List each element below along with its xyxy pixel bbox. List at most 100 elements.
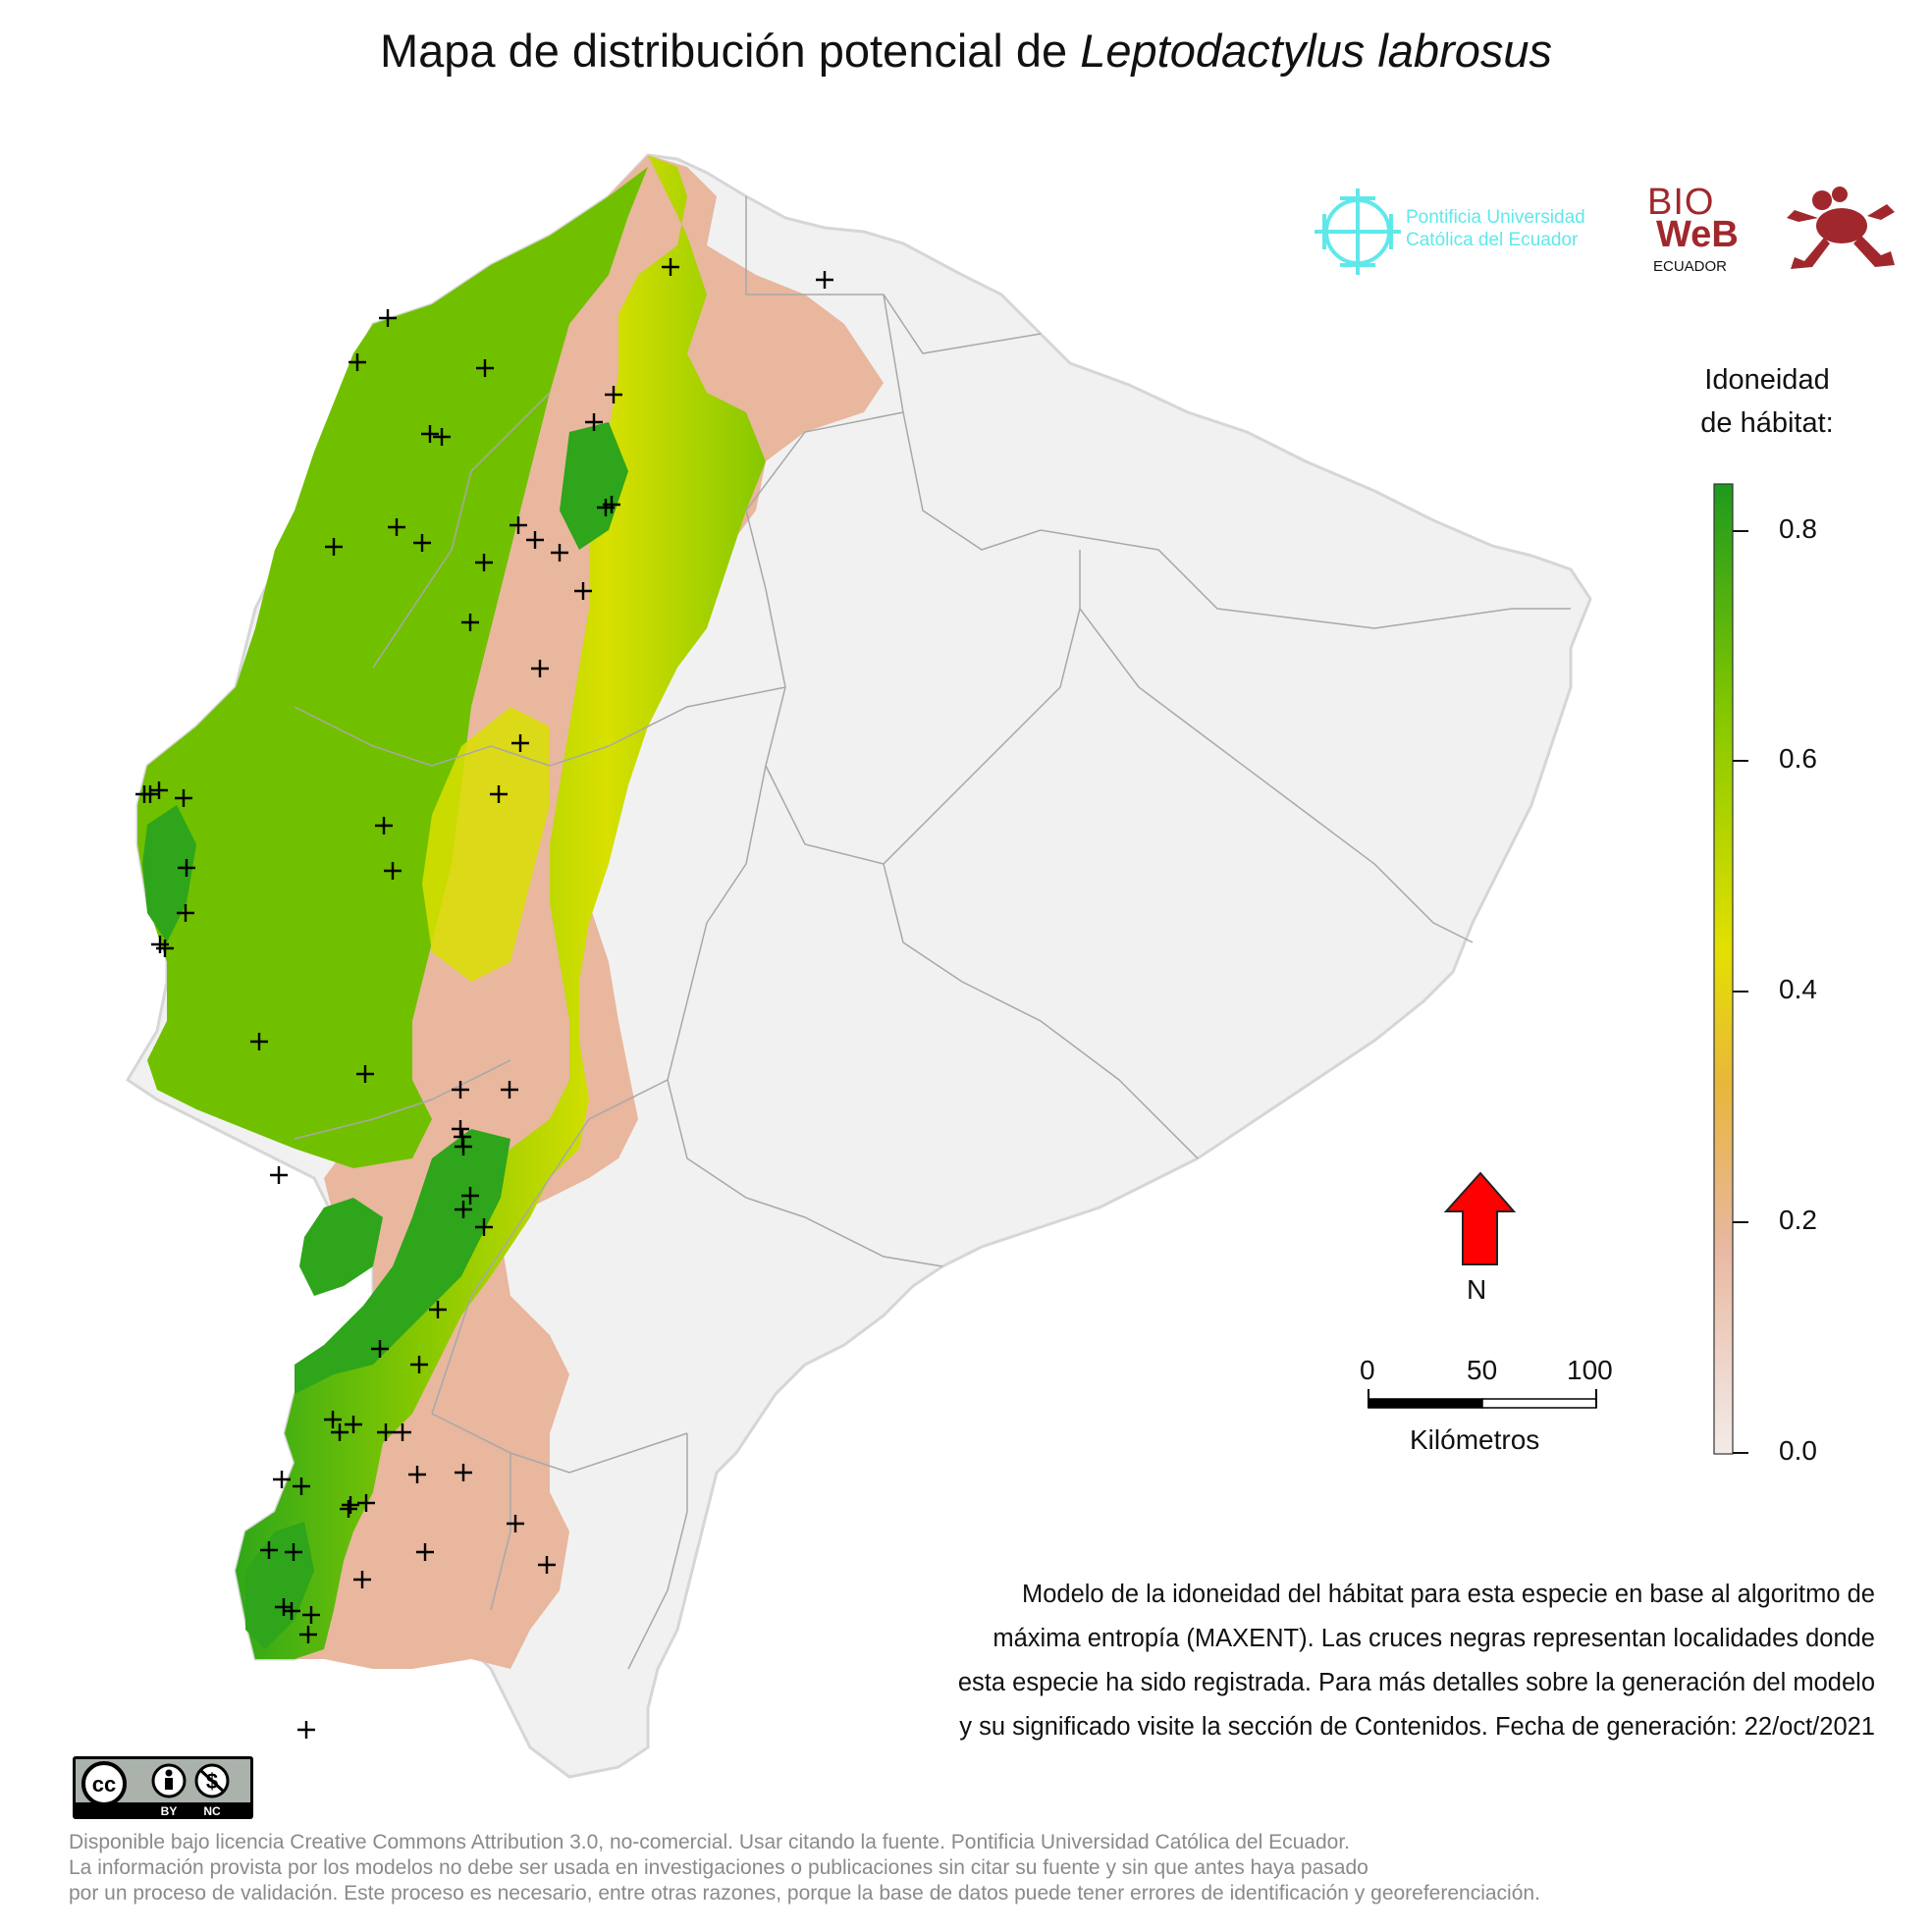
record-marker [349, 353, 366, 371]
record-marker [156, 939, 174, 957]
record-marker [331, 1423, 349, 1441]
record-marker [410, 1356, 428, 1373]
cc-license-badge[interactable]: cc $ BY NC [73, 1756, 253, 1819]
scale-unit: Kilómetros [1410, 1424, 1540, 1455]
record-marker [357, 1494, 375, 1512]
record-marker [452, 1081, 469, 1099]
record-marker [408, 1466, 426, 1483]
suitability-mid [236, 155, 766, 1659]
footer-line: por un proceso de validación. Este proce… [69, 1882, 1540, 1905]
footer-line: Disponible bajo licencia Creative Common… [69, 1831, 1350, 1853]
legend-tick-label: 0.6 [1779, 743, 1817, 774]
record-marker [175, 789, 192, 807]
record-marker [293, 1477, 310, 1495]
description-line: máxima entropía (MAXENT). Las cruces neg… [993, 1625, 1875, 1652]
record-marker [416, 1543, 434, 1561]
scale-label: 0 [1360, 1355, 1375, 1385]
record-marker [302, 1606, 320, 1624]
species-name: Leptodactylus labrosus [1080, 25, 1553, 77]
legend-ticks [1733, 530, 1748, 1454]
scale-bar [1368, 1389, 1597, 1409]
record-marker [356, 1065, 374, 1083]
record-marker [475, 554, 493, 571]
record-marker [433, 428, 451, 446]
record-marker [490, 785, 508, 803]
suitability-high-south [295, 1129, 510, 1394]
record-marker [455, 1464, 472, 1481]
puce-logo [1315, 188, 1401, 275]
record-marker [384, 862, 402, 880]
legend-tick-label: 0.8 [1779, 513, 1817, 544]
record-marker [476, 359, 494, 377]
record-marker [429, 1301, 447, 1318]
record-marker [178, 859, 195, 877]
description-line: esta especie ha sido registrada. Para má… [957, 1669, 1875, 1696]
bioweb-ecuador: ECUADOR [1653, 258, 1728, 275]
record-marker [388, 518, 405, 536]
legend-colorbar [1713, 483, 1734, 1455]
by-text: BY [161, 1804, 178, 1818]
scale-label: 100 [1567, 1355, 1613, 1385]
record-marker [816, 271, 833, 289]
record-marker [250, 1033, 268, 1050]
record-marker [461, 1187, 479, 1205]
record-marker [574, 582, 592, 600]
legend-tick-label: 0.0 [1779, 1435, 1817, 1466]
cc-text: cc [92, 1772, 116, 1797]
record-marker [297, 1721, 315, 1739]
record-marker [597, 499, 615, 516]
puce-line-2: Católica del Ecuador [1406, 230, 1579, 250]
cc-icon [81, 1761, 127, 1806]
record-marker [531, 660, 549, 677]
province-borders [294, 196, 1571, 1670]
map-title: Mapa de distribución potencial de Leptod… [0, 24, 1932, 78]
legend-tick-label: 0.4 [1779, 974, 1817, 1004]
record-marker [141, 785, 159, 803]
suitability-coast [137, 167, 648, 1168]
license-footer: Disponible bajo licencia Creative Common… [69, 1830, 1540, 1906]
record-marker [275, 1598, 293, 1616]
suitability-high-west [142, 805, 196, 942]
legend-title-line-2: de hábitat: [1700, 407, 1834, 439]
record-marker [353, 1571, 371, 1588]
record-marker [501, 1081, 518, 1099]
record-marker [285, 1543, 302, 1561]
record-marker [273, 1471, 291, 1488]
record-marker [345, 1416, 362, 1433]
frog-icon [1787, 187, 1895, 269]
legend-title-line-1: Idoneidad [1704, 364, 1830, 396]
record-marker [421, 425, 439, 443]
record-marker [342, 1496, 359, 1514]
record-markers [135, 258, 833, 1739]
record-marker [283, 1602, 300, 1620]
record-marker [371, 1340, 389, 1358]
record-marker [375, 817, 393, 834]
record-marker [413, 534, 431, 552]
record-marker [585, 413, 603, 431]
north-arrow-icon [1443, 1171, 1517, 1265]
footer-line: La información provista por los modelos … [69, 1856, 1368, 1879]
record-marker [324, 1411, 342, 1428]
legend-title: Idoneidad de hábitat: [1669, 358, 1865, 445]
nc-text: NC [203, 1804, 221, 1818]
description-line: Modelo de la idoneidad del hábitat para … [1021, 1581, 1875, 1608]
bioweb-web: WeB [1656, 214, 1739, 255]
record-marker [526, 531, 544, 549]
suitability-high-north [560, 422, 628, 550]
model-description: Modelo de la idoneidad del hábitat para … [756, 1573, 1875, 1749]
record-marker [461, 614, 479, 631]
record-marker [455, 1138, 472, 1155]
north-label: N [1467, 1274, 1487, 1305]
record-marker [452, 1120, 469, 1138]
record-marker [455, 1201, 472, 1218]
legend-tick-label: 0.2 [1779, 1205, 1817, 1235]
title-prefix: Mapa de distribución potencial de [379, 25, 1081, 77]
record-marker [299, 1626, 317, 1643]
description-line: y su significado visite la sección de Co… [959, 1713, 1875, 1741]
suitability-yellow-core [422, 707, 550, 982]
puce-line-1: Pontificia Universidad [1406, 207, 1585, 228]
puna-island [299, 1198, 383, 1296]
scale-label: 50 [1467, 1355, 1498, 1385]
record-marker [177, 904, 194, 922]
